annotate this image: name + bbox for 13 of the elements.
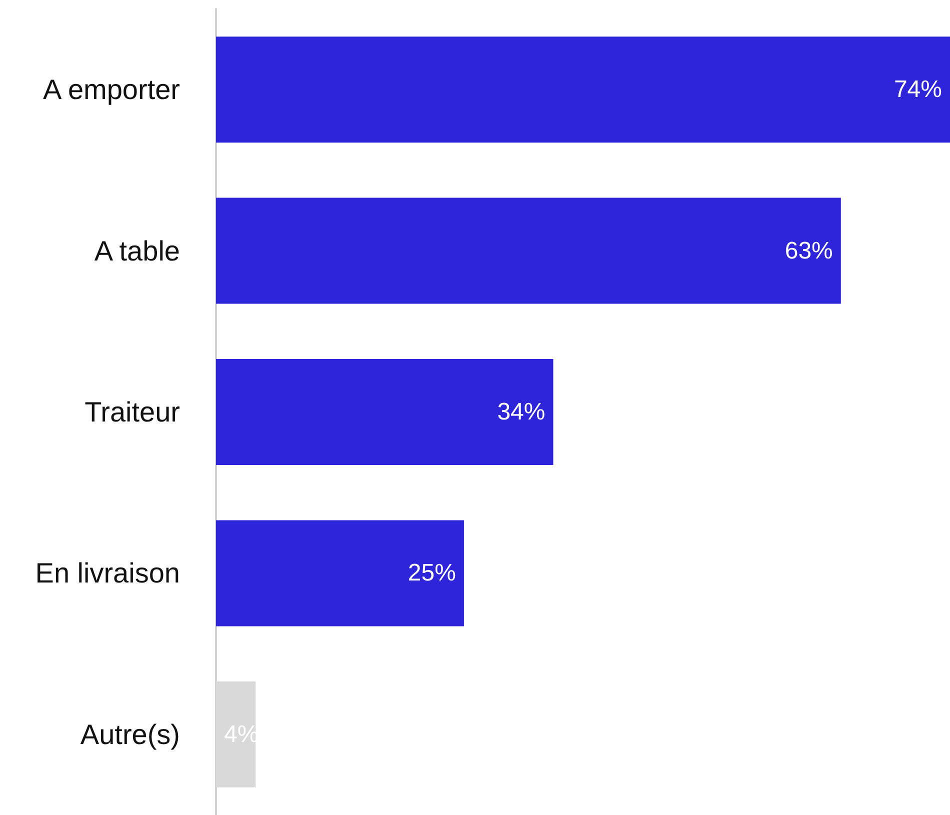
y-tick-label: A emporter — [43, 74, 180, 106]
bar — [216, 36, 950, 143]
bar — [216, 520, 464, 626]
bar — [216, 198, 841, 304]
y-tick-label: A table — [94, 235, 180, 266]
y-tick-label: Autre(s) — [80, 718, 180, 750]
data-label: 25% — [408, 560, 456, 587]
data-label: 63% — [784, 237, 833, 264]
bar — [216, 359, 554, 465]
y-tick-label: Traiteur — [84, 396, 180, 428]
data-label: 74% — [894, 76, 942, 104]
y-tick-label: En livraison — [35, 558, 180, 589]
data-label: 34% — [497, 398, 546, 426]
